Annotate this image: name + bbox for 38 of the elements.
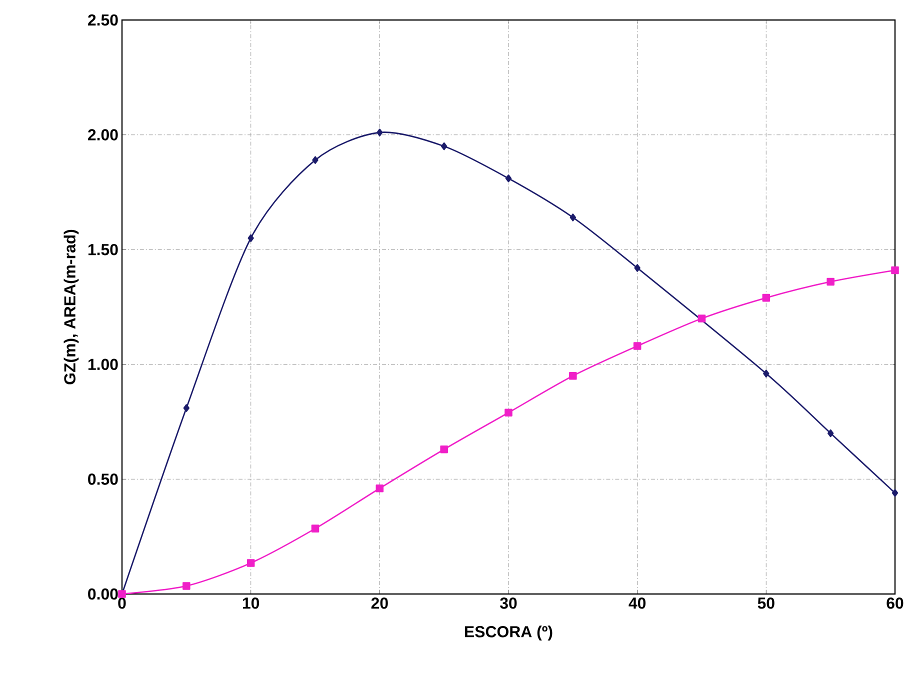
point <box>762 294 770 302</box>
point <box>891 266 899 274</box>
point <box>505 174 512 182</box>
point <box>248 234 254 242</box>
point <box>312 156 318 164</box>
x-tick-label: 60 <box>886 598 904 609</box>
point <box>892 489 898 497</box>
point <box>246 559 255 567</box>
point <box>311 524 320 532</box>
point <box>698 314 706 322</box>
x-tick-label: 20 <box>371 598 388 609</box>
point <box>763 370 770 378</box>
point <box>440 445 448 454</box>
point <box>826 278 834 286</box>
y-axis-title: GZ(m), AREA(m-rad) <box>64 230 79 384</box>
x-tick-label: 50 <box>758 598 774 609</box>
y-tick-label: 1.50 <box>88 244 118 256</box>
point <box>376 484 384 492</box>
point <box>634 264 640 272</box>
x-tick-label: 40 <box>628 598 646 609</box>
x-tick-label: 0 <box>118 598 126 609</box>
point <box>570 214 576 222</box>
point <box>376 128 383 136</box>
point <box>440 142 448 150</box>
x-tick-label: 30 <box>500 598 517 609</box>
point <box>504 408 512 416</box>
point <box>183 404 190 412</box>
y-tick-label: 2.50 <box>88 14 118 26</box>
y-tick-label: 0.50 <box>88 474 118 485</box>
x-axis-title: ESCORA (º) <box>465 626 552 640</box>
point <box>182 582 190 590</box>
point <box>633 342 642 350</box>
y-tick-label: 2.00 <box>88 129 118 140</box>
y-tick-label: 1.00 <box>88 358 118 370</box>
point <box>569 372 577 380</box>
point <box>827 429 834 438</box>
x-tick-label: 10 <box>242 598 260 609</box>
y-tick-label: 0.00 <box>88 588 118 600</box>
